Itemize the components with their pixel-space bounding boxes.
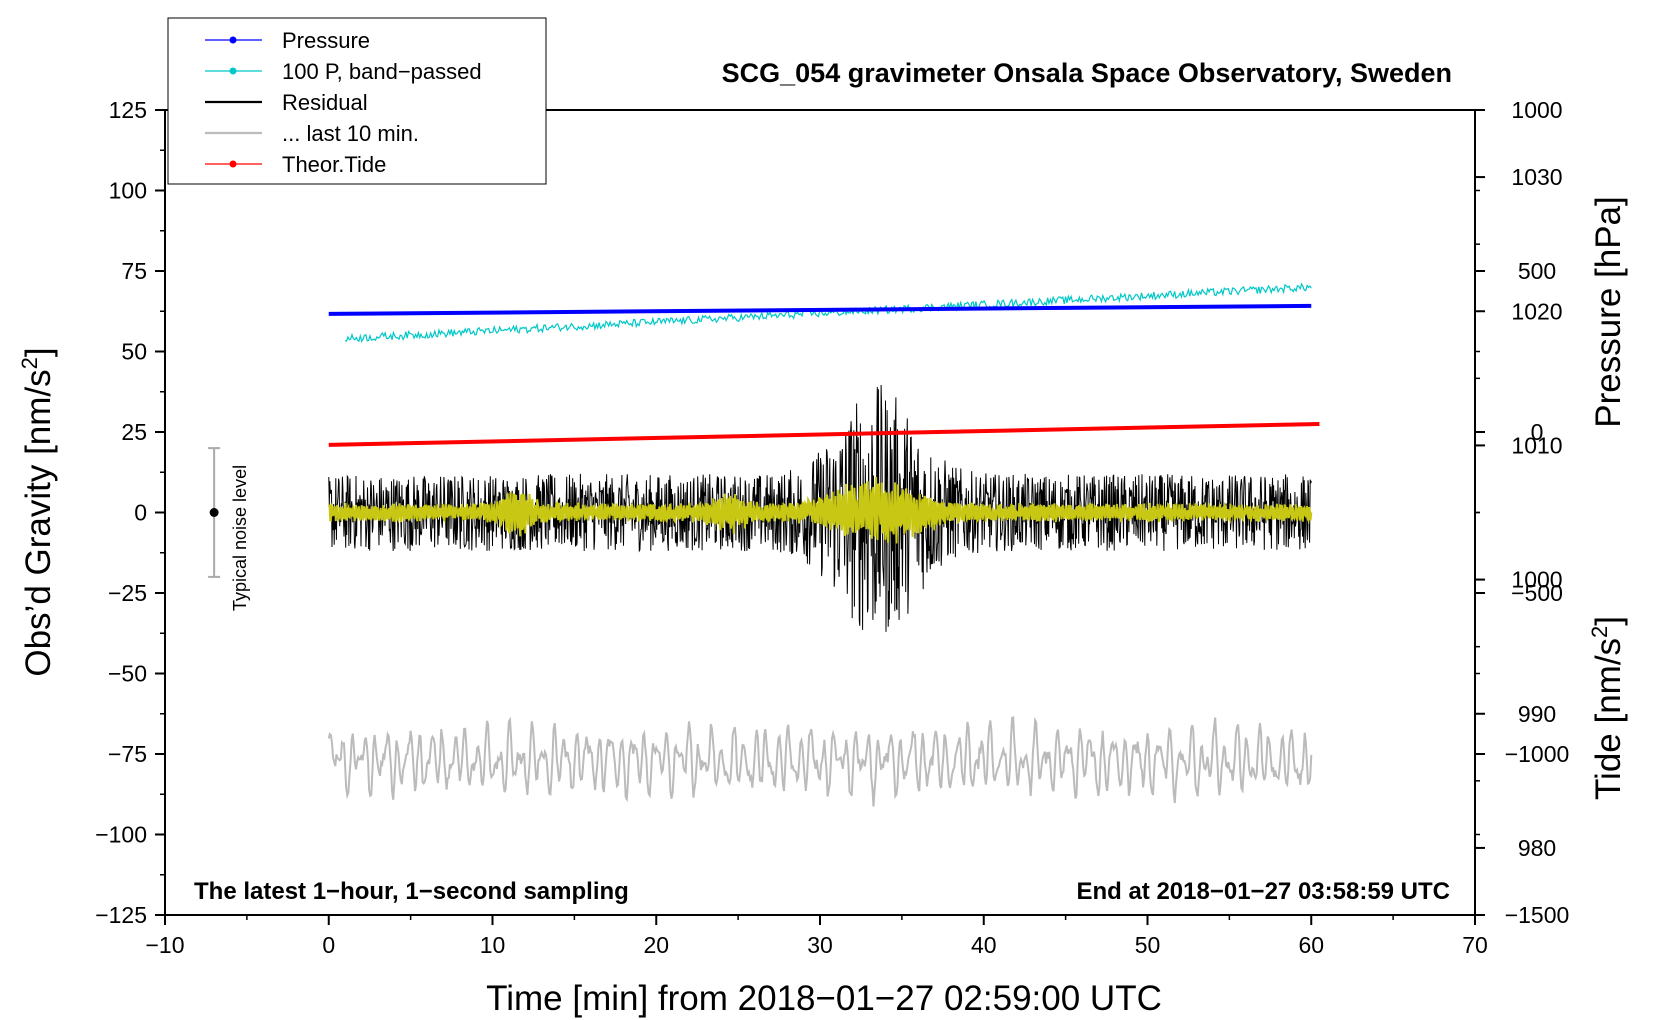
y-tick-label-left: −25 [108, 580, 147, 606]
y-tick-label-left: 125 [109, 97, 147, 123]
series-residual-lowpass [327, 476, 1313, 544]
y-tick-label-left: 100 [109, 178, 147, 204]
y-axis-label-tide-main: Tide [nm/s [1589, 638, 1628, 800]
tide-tick-label: 500 [1518, 258, 1556, 284]
legend-label: Residual [282, 90, 368, 115]
x-tick-label: 10 [480, 932, 506, 958]
y-axis-label-pressure: Pressure [hPa] [1589, 196, 1628, 428]
series-last-10-min [327, 716, 1313, 807]
legend-label: Pressure [282, 28, 370, 53]
x-tick-label: −10 [145, 932, 184, 958]
y-axis-label-tide-sup: 2 [1587, 626, 1612, 638]
x-tick-label: 60 [1298, 932, 1324, 958]
y-tick-label-left: −50 [108, 661, 147, 687]
legend-marker [229, 67, 237, 75]
y-axis-label-left-main: Obs’d Gravity [nm/s [19, 369, 58, 676]
legend-label: Theor.Tide [282, 152, 386, 177]
series-pressure [328, 303, 1312, 316]
chart-title: SCG_054 gravimeter Onsala Space Observat… [722, 58, 1452, 88]
y-axis-label-left-sup: 2 [17, 357, 42, 369]
tide-tick-label: −500 [1511, 580, 1563, 606]
noise-label: Typical noise level [230, 465, 250, 611]
x-tick-label: 40 [971, 932, 997, 958]
pressure-tick-label: 990 [1518, 701, 1556, 727]
right-axis-ticks: 1030 1020 1010 1000 990 980 1000 500 0 −500 −1000 −… [1475, 97, 1569, 928]
legend-label: ... last 10 min. [282, 121, 419, 146]
end-time-annotation: End at 2018−01−27 03:58:59 UTC [1076, 878, 1450, 905]
y-tick-label-left: 75 [121, 258, 147, 284]
y-axis-label-left-end: ] [19, 347, 58, 357]
y-tick-label-left: 0 [134, 500, 147, 526]
noise-bar-center-dot [209, 508, 219, 517]
tide-tick-label: −1500 [1505, 902, 1570, 928]
series-layer [327, 282, 1320, 807]
y-tick-label-left: 25 [121, 419, 147, 445]
y-tick-label-left: −75 [108, 741, 147, 767]
typical-noise-bar [208, 447, 221, 578]
y-axis-label-tide: Tide [nm/s2] [1587, 616, 1628, 800]
x-tick-label: 30 [807, 932, 833, 958]
y-tick-label-left: 50 [121, 339, 147, 365]
pressure-tick-label: 1030 [1511, 164, 1562, 190]
x-tick-label: 50 [1135, 932, 1161, 958]
y-axis-label-tide-end: ] [1589, 616, 1628, 626]
x-tick-label: 70 [1462, 932, 1488, 958]
pressure-tick-label: 1010 [1511, 432, 1562, 458]
x-tick-label: 0 [322, 932, 335, 958]
y-tick-label-left: −125 [95, 902, 147, 928]
y-tick-label-left: −100 [95, 822, 147, 848]
y-axis-label-left: Obs’d Gravity [nm/s2] [17, 347, 58, 676]
x-axis-label: Time [min] from 2018−01−27 02:59:00 UTC [486, 979, 1162, 1018]
series-band-passed-pressure [344, 282, 1312, 343]
x-tick-label: 20 [643, 932, 669, 958]
tide-tick-label: 1000 [1511, 97, 1562, 123]
left-axis-ticks: 125 100 75 50 25 0 −25 −50 −75 −100 −125 [95, 97, 165, 928]
bottom-axis-ticks: −10 0 10 20 30 40 50 60 70 [145, 915, 1488, 958]
legend-marker [229, 36, 237, 44]
legend-label: 100 P, band−passed [282, 59, 482, 84]
tide-tick-label: −1000 [1505, 741, 1570, 767]
pressure-tick-label: 1000 [1511, 567, 1562, 593]
legend: Pressure 100 P, band−passed Residual ... la… [167, 17, 547, 185]
legend-marker [229, 160, 237, 168]
sampling-annotation: The latest 1−hour, 1−second sampling [194, 878, 629, 905]
pressure-tick-label: 1020 [1511, 298, 1562, 324]
series-theor-tide [328, 421, 1320, 447]
tide-tick-label: 0 [1531, 419, 1544, 445]
pressure-tick-label: 980 [1518, 835, 1556, 861]
